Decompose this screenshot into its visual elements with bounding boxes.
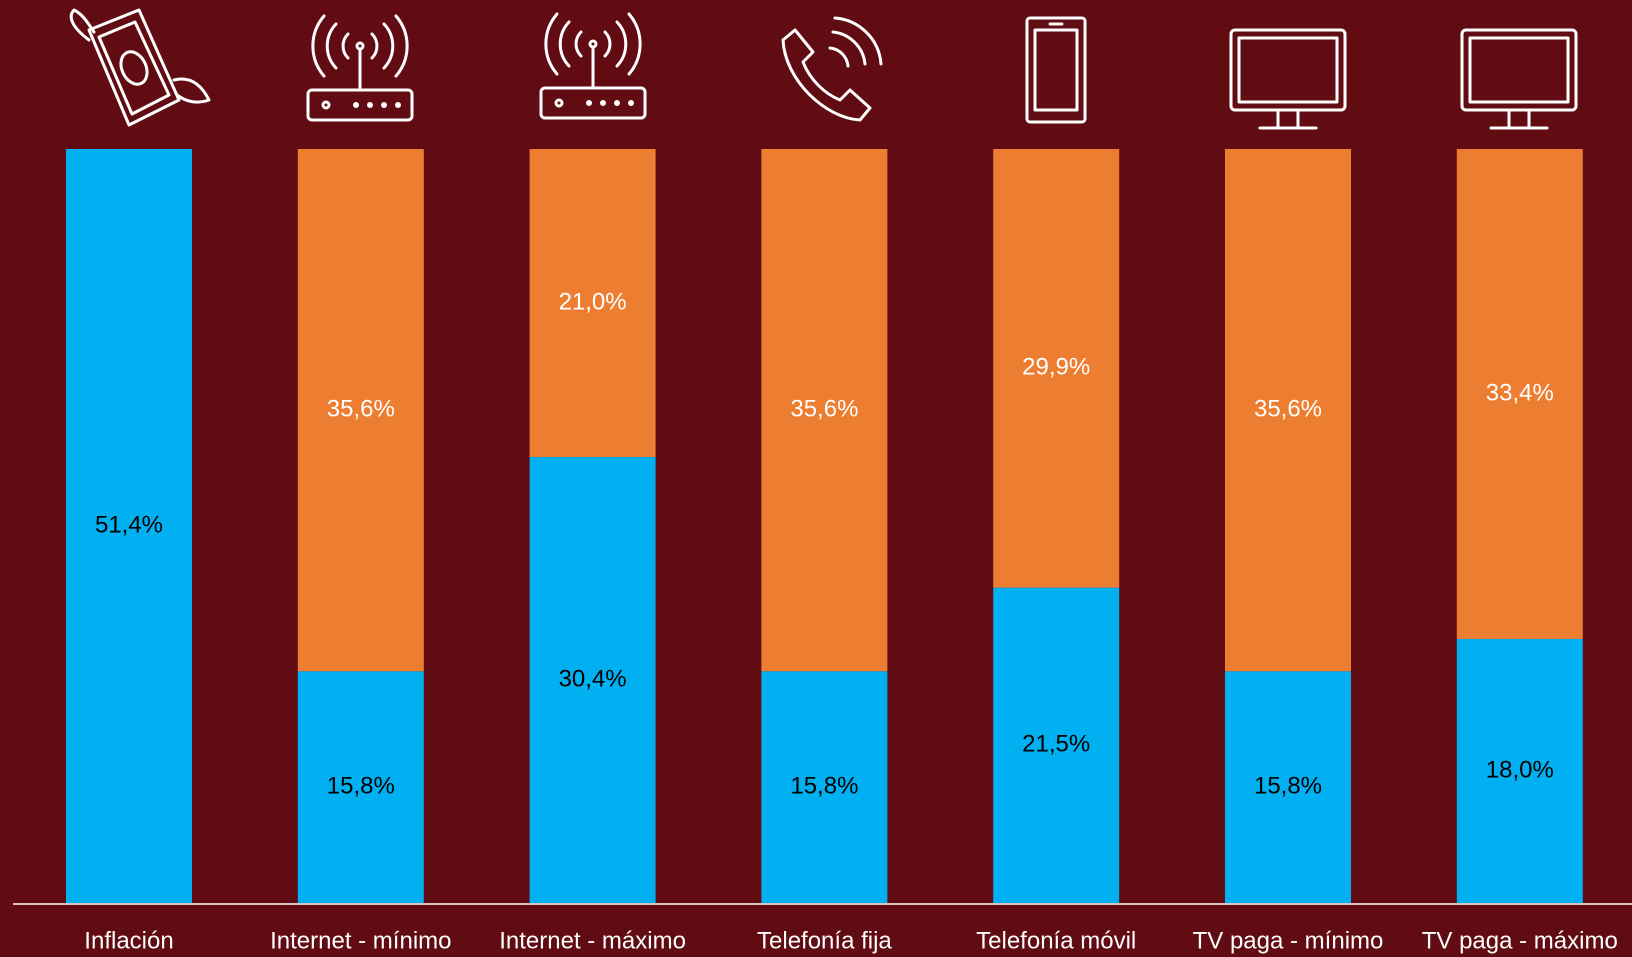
data-label: 33,4% [1486, 379, 1554, 406]
bar-segment [761, 149, 888, 672]
data-label: 30,4% [559, 665, 627, 692]
data-label: 21,5% [1022, 731, 1090, 758]
bar-segment [66, 149, 192, 903]
bar-segment [1456, 149, 1583, 639]
mobile-icon [1025, 16, 1087, 124]
money-icon [69, 8, 211, 127]
data-label: 35,6% [790, 395, 858, 422]
tv-icon [1460, 28, 1578, 130]
router-icon [306, 14, 414, 122]
data-label: 15,8% [1254, 772, 1322, 799]
data-label: 15,8% [327, 772, 395, 799]
x-tick-label: Inflación [84, 927, 173, 954]
bar-segment [297, 149, 424, 672]
bar-segment [1456, 638, 1583, 903]
x-tick-label: Telefonía fija [757, 927, 892, 954]
data-label: 15,8% [790, 772, 858, 799]
bar-segment [1225, 671, 1351, 903]
x-tick-label: Telefonía móvil [976, 927, 1136, 954]
data-label: 18,0% [1486, 756, 1554, 783]
x-tick-label: Internet - mínimo [270, 927, 451, 954]
x-tick-label: TV paga - mínimo [1193, 927, 1384, 954]
data-label: 35,6% [327, 395, 395, 422]
bar-segment [761, 671, 888, 903]
icons [69, 8, 1578, 130]
x-tick-label: TV paga - máximo [1422, 927, 1618, 954]
data-label: 21,0% [559, 288, 627, 315]
bar-segment [529, 149, 656, 458]
tv-icon [1229, 28, 1347, 130]
data-label: 51,4% [95, 511, 163, 538]
bar-segment [297, 671, 424, 903]
x-tick-label: Internet - máximo [499, 927, 686, 954]
bar-segment [1225, 149, 1351, 672]
router-icon [539, 12, 647, 120]
bar-segment [993, 149, 1120, 588]
data-label: 29,9% [1022, 354, 1090, 381]
bar-segment [993, 587, 1120, 903]
phone-icon [781, 16, 883, 122]
bar-segment [529, 457, 656, 903]
data-label: 35,6% [1254, 395, 1322, 422]
